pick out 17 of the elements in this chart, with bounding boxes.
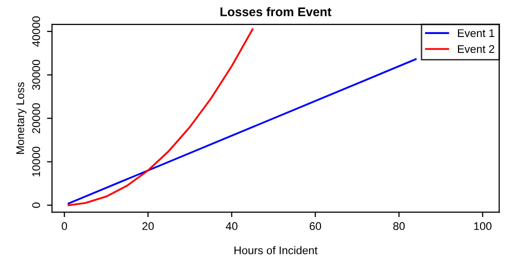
y-tick-label: 20000 <box>32 103 40 134</box>
x-tick-label: 0 <box>62 222 68 230</box>
y-axis-title: Monetary Loss <box>16 82 26 154</box>
y-tick-label: 0 <box>32 202 40 208</box>
x-tick-label: 80 <box>393 222 405 230</box>
y-tick-label: 30000 <box>32 60 40 90</box>
chart-title: Losses from Event <box>220 7 332 16</box>
x-tick-label: 60 <box>310 222 322 230</box>
line-series <box>68 28 254 206</box>
legend-label: Event 2 <box>458 45 494 53</box>
legend-label: Event 1 <box>458 29 494 38</box>
x-tick-label: 40 <box>226 222 238 230</box>
x-tick-label: 100 <box>474 222 492 230</box>
x-axis-title: Hours of Incident <box>234 246 318 254</box>
x-tick-label: 20 <box>142 222 154 230</box>
y-tick-label: 40000 <box>32 16 40 47</box>
y-tick-label: 10000 <box>32 146 40 176</box>
